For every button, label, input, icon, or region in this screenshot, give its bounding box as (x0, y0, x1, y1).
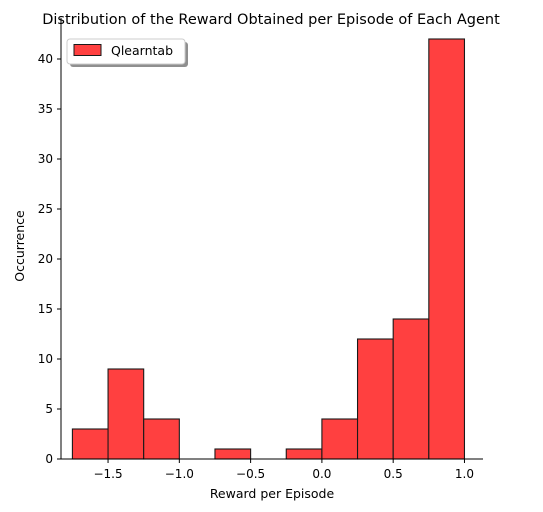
x-axis-label: Reward per Episode (210, 486, 335, 501)
histogram-bar-4 (214, 448, 252, 460)
x-tick-label: −1.0 (165, 467, 194, 481)
y-tick-label: 0 (45, 452, 53, 466)
histogram-bar-0 (71, 428, 109, 460)
legend-label: Qlearntab (111, 43, 173, 58)
y-tick-label: 5 (45, 402, 53, 416)
legend: Qlearntab (66, 38, 188, 67)
histogram-bar-7 (321, 418, 359, 460)
y-tick-label: 30 (38, 152, 53, 166)
histogram-bar-1 (107, 368, 145, 460)
x-tick-label: −0.5 (236, 467, 265, 481)
axes-group (60, 18, 483, 460)
chart-title: Distribution of the Reward Obtained per … (42, 12, 500, 28)
y-ticks-group: 0 5 10 15 20 25 30 35 40 (38, 52, 61, 466)
bars-group (71, 38, 466, 460)
x-ticks-group: −1.5 −1.0 −0.5 0.0 0.5 1.0 (93, 459, 474, 481)
histogram-bar-2 (143, 418, 180, 460)
y-tick-label: 40 (38, 52, 53, 66)
y-tick-label: 10 (38, 352, 53, 366)
y-tick-label: 25 (38, 202, 53, 216)
legend-swatch (73, 44, 102, 56)
x-tick-label: −1.5 (93, 467, 122, 481)
y-tick-label: 15 (38, 302, 53, 316)
histogram-bar-8 (356, 338, 394, 460)
y-tick-label: 35 (38, 102, 53, 116)
histogram-bar-6 (285, 448, 323, 460)
histogram-bar-9 (392, 318, 430, 460)
x-tick-label: 0.0 (312, 467, 331, 481)
x-tick-label: 1.0 (455, 467, 474, 481)
y-tick-label: 20 (38, 252, 53, 266)
y-axis-label: Occurrence (12, 210, 27, 282)
histogram-bar-10 (428, 38, 466, 460)
x-tick-label: 0.5 (384, 467, 403, 481)
